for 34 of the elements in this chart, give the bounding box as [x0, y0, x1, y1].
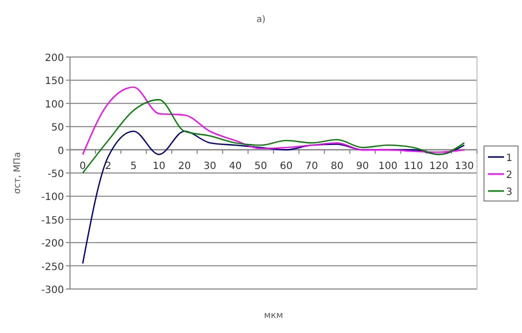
- x-axis-title: мкм: [264, 311, 284, 321]
- y-tick-label: -300: [41, 285, 64, 296]
- legend-label: 3: [506, 187, 512, 198]
- x-tick-label: 2: [104, 160, 112, 172]
- x-tick-label: 40: [228, 160, 242, 172]
- y-tick-label: -50: [48, 169, 64, 180]
- x-tick-label: 0: [80, 160, 86, 172]
- line-series: [82, 86, 465, 156]
- x-tick-label: 10: [152, 160, 166, 172]
- y-tick-label: 0: [58, 146, 64, 157]
- x-tick-label: 100: [378, 160, 398, 172]
- x-tick-label: 90: [356, 160, 369, 172]
- y-tick-label: -250: [41, 262, 64, 273]
- y-tick-label: 200: [44, 53, 64, 64]
- x-tick-label: 5: [130, 160, 137, 172]
- x-tick-label: 30: [204, 160, 216, 172]
- y-tick-label: 150: [44, 76, 64, 88]
- legend-label: 2: [506, 170, 512, 181]
- y-tick-label: 50: [51, 122, 64, 134]
- x-tick-label: 130: [454, 160, 474, 172]
- y-tick-label: -150: [41, 215, 64, 226]
- x-tick-label: 120: [429, 160, 448, 172]
- y-tick-label: -100: [41, 192, 64, 204]
- y-tick-label: -200: [41, 238, 64, 250]
- x-tick-label: 50: [254, 160, 268, 172]
- legend-label: 1: [506, 153, 512, 164]
- y-axis-title: σст, МПа: [13, 152, 23, 194]
- y-tick-label: 100: [44, 99, 64, 110]
- x-tick-label: 110: [404, 160, 423, 172]
- x-tick-label: 80: [330, 160, 344, 172]
- chart-title: а): [256, 15, 266, 25]
- x-tick-label: 20: [178, 160, 191, 172]
- x-tick-label: 60: [280, 160, 293, 172]
- x-tick-label: 70: [305, 160, 318, 172]
